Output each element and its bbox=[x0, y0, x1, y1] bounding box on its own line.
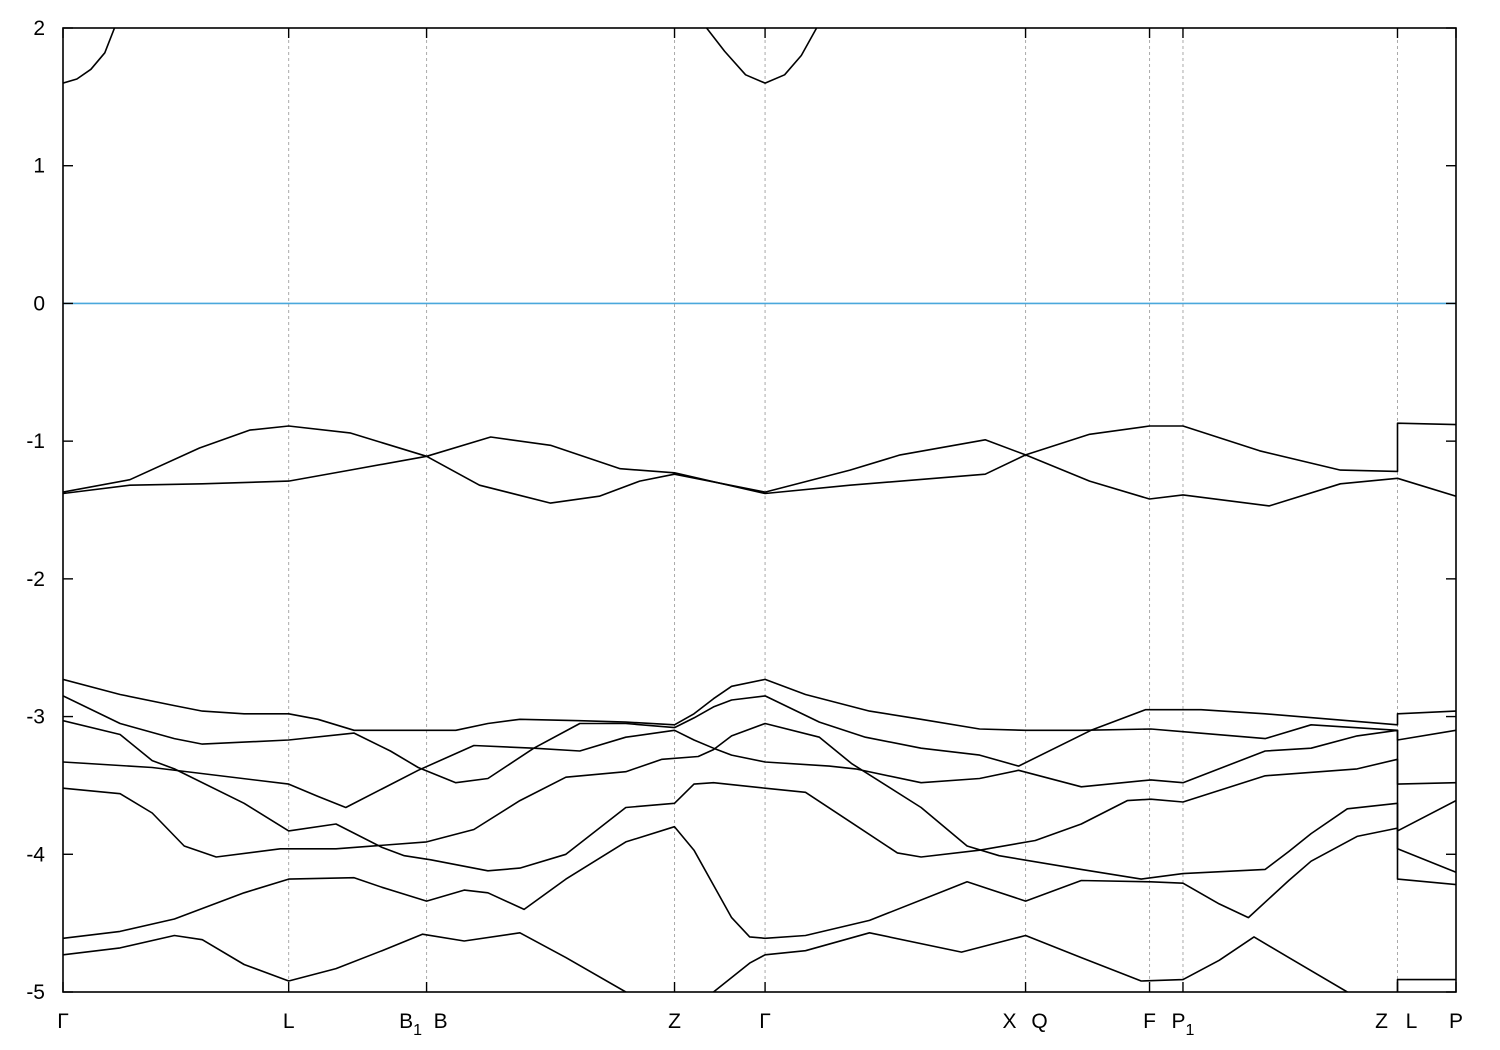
x-tick-label: Γ bbox=[759, 1010, 771, 1033]
band-line-4 bbox=[63, 422, 1456, 495]
band-line-12 bbox=[712, 932, 1349, 992]
x-tick-label: X bbox=[1003, 1010, 1017, 1033]
x-tick-label: Z bbox=[668, 1010, 681, 1033]
y-tick-label: -3 bbox=[26, 706, 45, 729]
band-line-2 bbox=[705, 28, 818, 84]
y-tick-label: -1 bbox=[26, 430, 45, 453]
plot-frame bbox=[62, 27, 1457, 993]
y-tick-label: -2 bbox=[26, 568, 45, 591]
x-axis: Γ L B1 B Z Γ X Q F P1 Z L P bbox=[57, 28, 1463, 1039]
x-tick-label: Z bbox=[1375, 1010, 1388, 1033]
x-tick-label: L bbox=[283, 1010, 295, 1033]
band-line-6 bbox=[63, 695, 1456, 784]
y-axis: 2 1 0 -1 -2 -3 -4 -5 bbox=[26, 17, 1456, 1004]
band-line-5 bbox=[63, 678, 1456, 741]
grid-lines bbox=[288, 28, 1398, 992]
y-tick-label: 2 bbox=[33, 17, 45, 40]
band-line-13 bbox=[1396, 978, 1456, 992]
band-line-1 bbox=[63, 28, 116, 84]
y-tick-label: 0 bbox=[33, 292, 45, 315]
x-tick-label: L bbox=[1406, 1010, 1418, 1033]
x-tick-label: Γ bbox=[57, 1010, 69, 1033]
y-tick-label: -5 bbox=[26, 981, 45, 1004]
x-tick-label: Q bbox=[1031, 1010, 1047, 1033]
x-tick-label: B1 bbox=[399, 1010, 422, 1039]
band-line-10 bbox=[63, 825, 1456, 940]
x-tick-label: B bbox=[434, 1010, 448, 1033]
band-line-9 bbox=[63, 722, 1456, 880]
y-tick-label: -4 bbox=[26, 843, 45, 866]
band-line-8 bbox=[63, 729, 1456, 809]
x-tick-label: P1 bbox=[1172, 1010, 1195, 1039]
band-line-11 bbox=[63, 932, 628, 992]
y-tick-label: 1 bbox=[33, 155, 45, 178]
x-tick-label: P bbox=[1449, 1010, 1463, 1033]
band-line-3 bbox=[63, 425, 1456, 507]
x-tick-label: F bbox=[1143, 1010, 1156, 1033]
bands bbox=[63, 28, 1456, 992]
band-line-7 bbox=[63, 719, 1456, 872]
